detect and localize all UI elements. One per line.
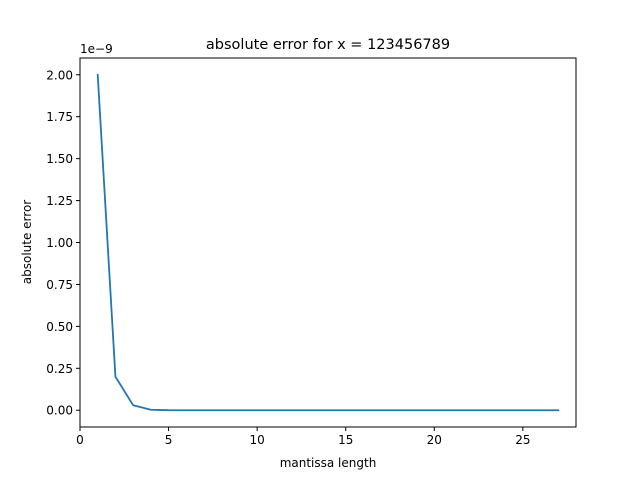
plot-frame bbox=[79, 57, 577, 428]
series-line bbox=[96, 73, 560, 412]
y-tick-label: 0.00 bbox=[46, 404, 73, 418]
y-axis-label: absolute error bbox=[20, 200, 34, 285]
x-tick-label: 20 bbox=[427, 433, 442, 447]
y-tick-label: 0.25 bbox=[46, 362, 73, 376]
y-tick-label: 1.25 bbox=[46, 194, 73, 208]
y-axis-ticks: 0.00 0.25 0.50 0.75 1.00 1.25 1.50 1.75 2.00 bbox=[46, 68, 80, 418]
y-offset-label: 1e−9 bbox=[80, 42, 113, 56]
y-tick-label: 1.50 bbox=[46, 152, 73, 166]
x-tick-label: 5 bbox=[165, 433, 173, 447]
x-tick-label: 10 bbox=[250, 433, 265, 447]
y-tick-label: 1.75 bbox=[46, 110, 73, 124]
x-tick-label: 0 bbox=[76, 433, 84, 447]
x-tick-label: 15 bbox=[338, 433, 353, 447]
y-tick-label: 2.00 bbox=[46, 68, 73, 82]
y-tick-label: 0.75 bbox=[46, 278, 73, 292]
y-tick-label: 1.00 bbox=[46, 236, 73, 250]
x-axis-ticks: 0 5 10 15 20 25 bbox=[76, 427, 530, 447]
x-tick-label: 25 bbox=[515, 433, 530, 447]
plot-series bbox=[96, 73, 560, 412]
x-axis-label: mantissa length bbox=[280, 456, 377, 470]
y-tick-label: 0.50 bbox=[46, 320, 73, 334]
chart-title: absolute error for x = 123456789 bbox=[206, 37, 450, 53]
